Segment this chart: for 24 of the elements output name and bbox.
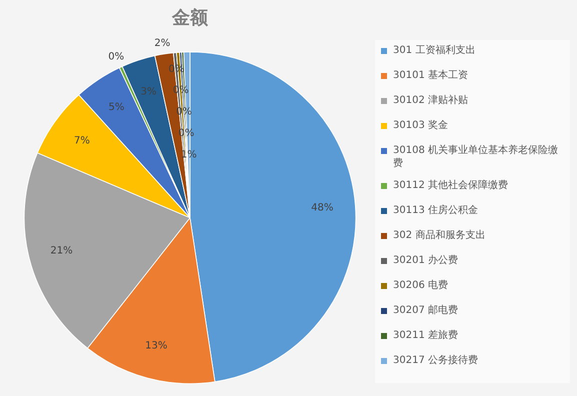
data-label: 21% (50, 245, 73, 256)
legend-label: 30211 差旅费 (393, 329, 458, 342)
data-label: 0% (172, 85, 189, 96)
chart-title: 金额 (171, 7, 209, 28)
data-label: 3% (140, 86, 157, 98)
data-label: 2% (154, 38, 170, 49)
data-label: 7% (74, 135, 90, 146)
legend-label: 30102 津贴补贴 (393, 94, 468, 107)
legend-label: 30201 办公费 (393, 254, 458, 267)
data-label: 48% (311, 202, 334, 214)
legend-label: 30217 公务接待费 (393, 354, 478, 367)
legend-label: 30101 基本工资 (393, 69, 468, 82)
legend-label: 30113 住房公积金 (393, 204, 478, 217)
data-label: 13% (145, 340, 168, 352)
legend-label: 301 工资福利支出 (393, 44, 476, 57)
legend-label: 30103 奖金 (393, 119, 448, 132)
legend-label: 30206 电费 (393, 279, 448, 292)
legend-label: 30112 其他社会保障缴费 (393, 179, 508, 192)
legend-label: 302 商品和服务支出 (393, 229, 486, 242)
data-label: 0% (108, 52, 124, 63)
legend-label: 30207 邮电费 (393, 304, 458, 317)
data-label: 5% (108, 102, 124, 113)
legend-label: 30108 机关事业单位基本养老保险缴费 (393, 144, 559, 170)
data-label: 0% (176, 106, 192, 118)
